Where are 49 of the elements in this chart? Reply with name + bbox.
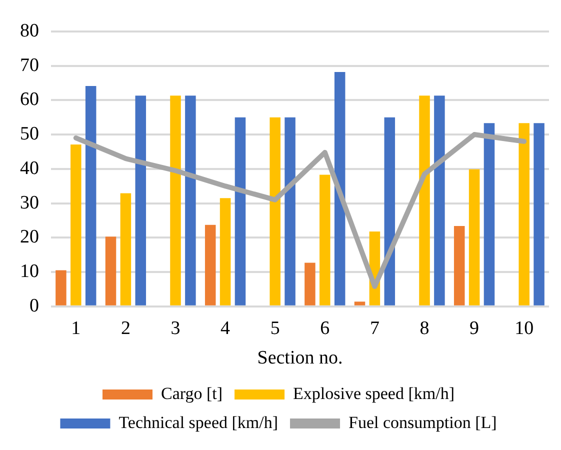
bar: [270, 117, 280, 306]
y-tick-label: 0: [30, 295, 39, 316]
bar: [419, 96, 430, 306]
bar: [354, 302, 366, 306]
bar: [70, 144, 82, 306]
x-tick-label: 2: [120, 318, 130, 339]
bar: [220, 198, 231, 306]
y-tick-label: 30: [20, 192, 39, 214]
x-tick-label: 4: [220, 318, 231, 339]
bar: [284, 117, 296, 306]
x-tick-label: 5: [270, 318, 280, 339]
x-tick-label: 10: [514, 318, 534, 339]
bar: [468, 169, 480, 306]
bar: [434, 96, 445, 306]
bar: [304, 262, 316, 306]
bar: [320, 174, 330, 306]
bar: [135, 96, 146, 306]
bar: [454, 226, 465, 306]
x-axis-title: Section no.: [257, 348, 343, 369]
bar: [234, 117, 246, 306]
y-tick-label: 40: [20, 158, 39, 179]
y-tick-label: 50: [20, 124, 39, 145]
x-tick-label: 7: [370, 318, 380, 339]
y-tick-label: 20: [20, 226, 39, 248]
bar: [534, 123, 544, 306]
x-tick-label: 1: [71, 318, 81, 339]
x-tick-label: 6: [320, 318, 330, 339]
legend-label: Explosive speed [km/h]: [293, 384, 454, 403]
bar: [56, 270, 66, 306]
bar: [85, 86, 96, 306]
bar: [518, 123, 530, 306]
bar: [204, 224, 216, 306]
bar: [185, 96, 196, 306]
x-tick-label: 9: [470, 318, 480, 339]
x-tick-label: 8: [420, 318, 430, 339]
bar: [120, 193, 132, 306]
bar: [484, 123, 495, 306]
bar: [334, 72, 346, 306]
legend-label: Technical speed [km/h]: [118, 412, 278, 432]
y-tick-label: 70: [20, 54, 39, 76]
y-tick-label: 10: [20, 261, 39, 282]
bar: [384, 117, 396, 306]
legend-label: Cargo [t]: [161, 384, 223, 403]
legend-label: Fuel consumption [L]: [348, 412, 497, 432]
bar: [105, 236, 116, 306]
y-tick-label: 60: [20, 89, 39, 110]
y-tick-label: 80: [20, 20, 39, 42]
x-tick-label: 3: [170, 318, 180, 339]
bar: [170, 96, 181, 306]
